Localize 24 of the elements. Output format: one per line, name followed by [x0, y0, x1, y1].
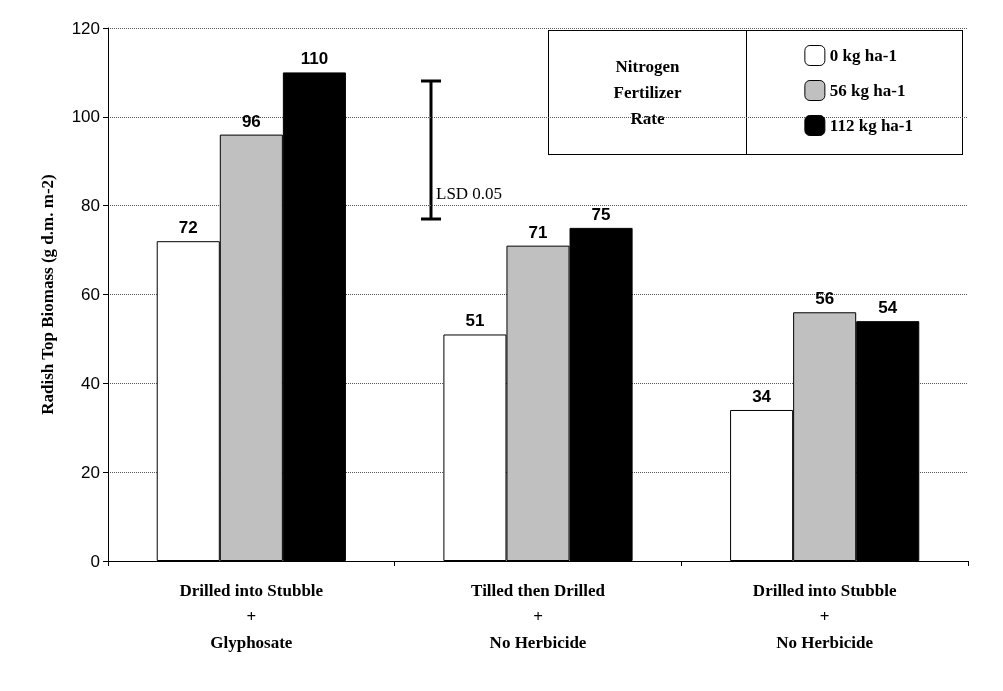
y-tick-label: 120: [71, 18, 100, 38]
legend-label: 112 kg ha-1: [829, 116, 914, 135]
y-tick-label: 20: [81, 462, 100, 482]
x-tick-label: Drilled into Stubble + No Herbicide: [752, 580, 897, 652]
x-tick-label: Tilled then Drilled + No Herbicide: [471, 580, 606, 652]
legend-label: 0 kg ha-1: [829, 46, 897, 65]
legend-label: 56 kg ha-1: [829, 81, 906, 100]
data-label: 34: [752, 386, 772, 406]
y-tick-label: 0: [90, 551, 100, 571]
data-label: 96: [241, 111, 261, 131]
data-label: 56: [815, 289, 835, 309]
y-tick-label: 80: [81, 196, 100, 216]
y-axis-title: Radish Top Biomass (g d.m. m-2): [38, 174, 57, 415]
x-tick-label: Drilled into Stubble + Glyphosate: [179, 580, 324, 652]
y-tick-label: 100: [71, 107, 100, 127]
data-label: 75: [591, 204, 611, 224]
y-tick-label: 60: [81, 285, 100, 304]
annotation: LSD 0.05: [436, 184, 503, 203]
data-label: 54: [878, 298, 898, 318]
data-label: 71: [528, 222, 548, 242]
data-label: 51: [465, 311, 485, 331]
data-label: 110: [300, 49, 329, 69]
y-tick-label: 40: [81, 373, 100, 393]
data-label: 72: [178, 218, 198, 238]
